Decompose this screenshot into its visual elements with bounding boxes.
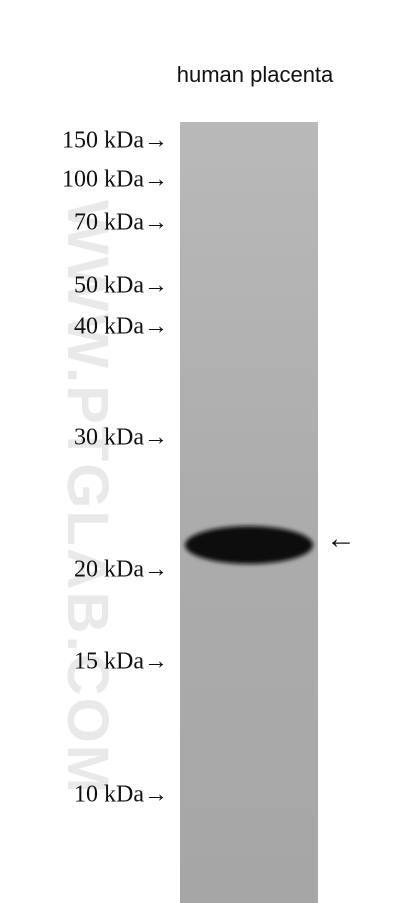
marker-label: 30 kDa→: [74, 425, 168, 451]
marker-label: 100 kDa→: [62, 167, 168, 193]
marker-label: 15 kDa→: [74, 649, 168, 675]
protein-band: [185, 526, 313, 564]
marker-label: 20 kDa→: [74, 557, 168, 583]
sample-label: human placenta: [177, 62, 334, 87]
blot-lane: [180, 122, 318, 903]
marker-label: 70 kDa→: [74, 210, 168, 236]
band-arrow: ←: [326, 522, 356, 555]
marker-label: 150 kDa→: [62, 128, 168, 154]
marker-label: 50 kDa→: [74, 273, 168, 299]
marker-label: 10 kDa→: [74, 782, 168, 808]
watermark: WWW.PTGLAB.COM: [55, 200, 120, 795]
marker-label: 40 kDa→: [74, 314, 168, 340]
